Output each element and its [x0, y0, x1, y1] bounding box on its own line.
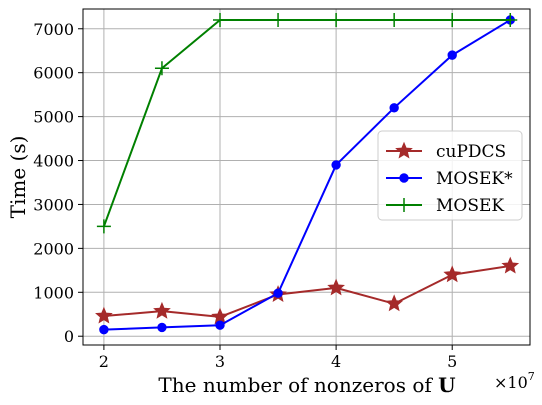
data-point: [445, 12, 460, 27]
legend-label: MOSEK*: [436, 169, 513, 189]
y-tick-label: 7000: [33, 20, 74, 39]
x-axis-multiplier: ×107: [494, 370, 535, 392]
series-layer: [95, 12, 520, 335]
y-tick-label: 2000: [33, 239, 74, 258]
x-axis-label: The number of nonzeros of U: [158, 373, 455, 397]
series-mosek-star: [99, 15, 515, 335]
x-tick-label: 4: [331, 352, 341, 371]
data-point: [331, 160, 341, 170]
legend-label: MOSEK: [436, 196, 504, 216]
data-point: [99, 324, 109, 335]
data-point: [501, 256, 520, 274]
data-point: [385, 294, 404, 312]
plot-frame: [82, 8, 531, 346]
data-point: [327, 278, 345, 296]
data-point: [389, 103, 399, 113]
x-tick-label: 2: [99, 352, 109, 371]
series-line: [102, 18, 511, 227]
y-tick-label: 5000: [33, 108, 74, 127]
y-tick-label: 0: [64, 327, 74, 346]
legend-marker: [395, 141, 413, 159]
y-tick-label: 6000: [33, 64, 74, 83]
data-point: [213, 12, 228, 27]
legend-item: cuPDCS: [386, 141, 506, 162]
y-tick-label: 4000: [33, 152, 74, 171]
x-axis-multiplier-exponent: 7: [528, 370, 535, 383]
x-axis-multiplier-base: ×10: [494, 373, 528, 392]
legend-marker: [397, 198, 411, 212]
legend: cuPDCS MOSEK* MOSEK: [377, 130, 523, 221]
data-point: [154, 61, 169, 76]
data-point: [153, 301, 171, 319]
legend-marker: [399, 173, 409, 183]
data-point: [96, 219, 111, 234]
data-point: [215, 320, 225, 330]
x-tick-label: 3: [215, 352, 225, 371]
data-point: [387, 12, 402, 27]
ticks: 2 3 4 5 0 1000 2000 3000 4000 5000 6000 7000: [33, 20, 457, 371]
series-line: [103, 19, 511, 331]
series-line: [103, 264, 511, 318]
legend-label: cuPDCS: [436, 142, 506, 162]
y-tick-label: 1000: [33, 283, 74, 302]
data-point: [211, 307, 229, 325]
legend-box: [377, 130, 523, 221]
x-axis-label-text: The number of nonzeros of: [158, 373, 438, 397]
grid: [83, 9, 530, 345]
data-point: [329, 12, 344, 27]
y-axis-label: Time (s): [6, 136, 30, 219]
series-mosek: [96, 12, 518, 234]
data-point: [443, 265, 462, 283]
data-point: [447, 50, 457, 60]
data-point: [157, 322, 167, 333]
data-point: [95, 306, 113, 324]
y-tick-label: 3000: [33, 195, 74, 214]
legend-item: MOSEK*: [386, 169, 513, 189]
series-cupdcs: [95, 256, 520, 325]
x-tick-label: 5: [447, 352, 457, 371]
x-axis-label-bold: U: [438, 373, 455, 397]
data-point: [271, 12, 286, 27]
data-point: [503, 12, 518, 27]
legend-item: MOSEK: [386, 196, 504, 216]
data-point: [273, 288, 283, 298]
